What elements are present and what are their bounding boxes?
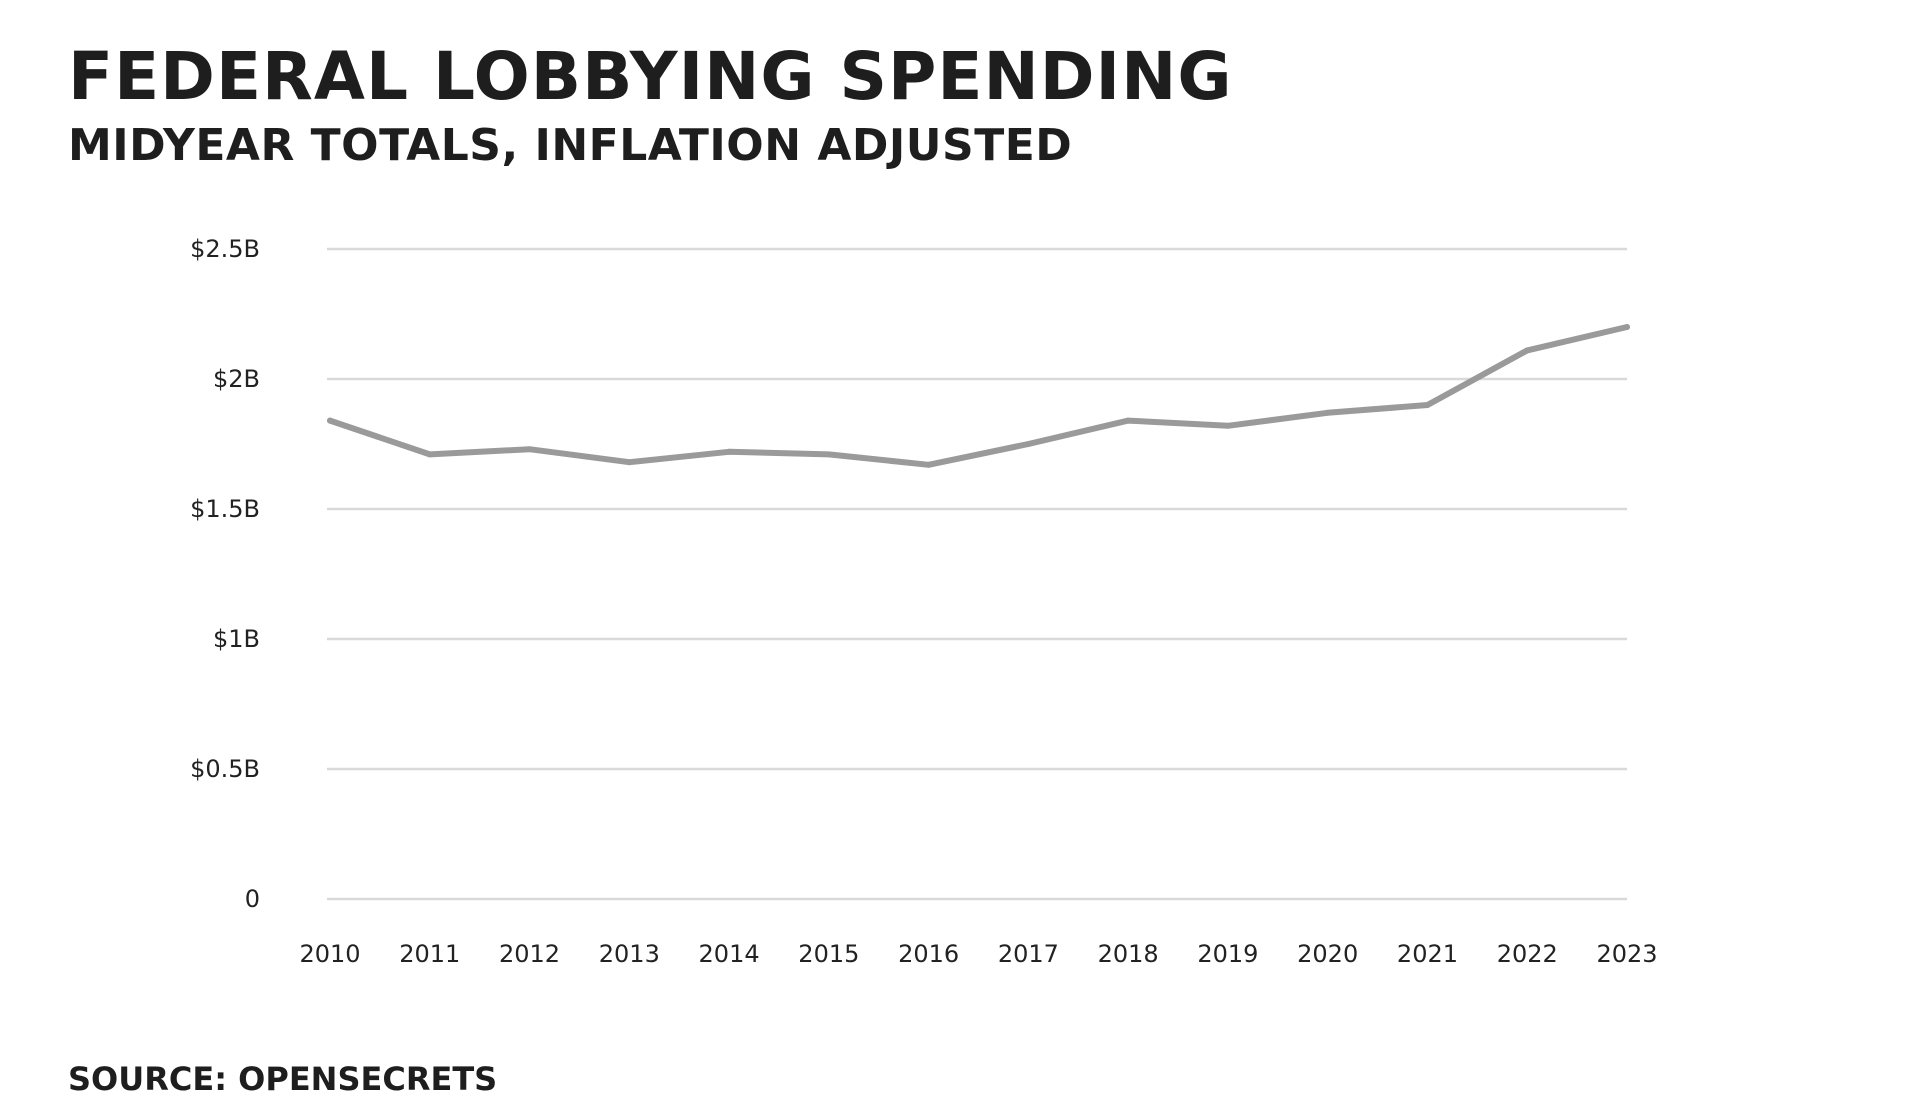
data-point: [1624, 324, 1630, 330]
x-tick-label: 2013: [599, 940, 660, 968]
x-tick-label: 2017: [998, 940, 1059, 968]
x-tick-label: 2016: [898, 940, 959, 968]
y-tick-label: $1B: [213, 625, 260, 653]
y-tick-label: $1.5B: [190, 495, 260, 523]
data-point: [726, 448, 733, 455]
gridlines: [327, 247, 1627, 901]
y-tick-label: $0.5B: [190, 755, 260, 783]
source-note: SOURCE: OPENSECRETS: [68, 1060, 498, 1098]
y-axis-tick-labels: 0 $0.5B $1B $1.5B $2B $2.5B: [190, 235, 260, 913]
data-point: [526, 446, 533, 453]
x-tick-label: 2014: [699, 940, 760, 968]
data-point: [825, 451, 832, 458]
data-point: [1125, 417, 1132, 424]
series-line: [327, 324, 1630, 468]
x-tick-label: 2019: [1197, 940, 1258, 968]
y-tick-label: $2B: [213, 365, 260, 393]
data-point: [1224, 422, 1231, 429]
chart-title: FEDERAL LOBBYING SPENDING: [68, 38, 1233, 115]
x-tick-label: 2011: [399, 940, 460, 968]
x-tick-label: 2023: [1596, 940, 1657, 968]
data-point: [925, 461, 932, 468]
data-point: [1025, 441, 1032, 447]
x-tick-label: 2010: [299, 940, 360, 968]
x-tick-label: 2015: [798, 940, 859, 968]
data-point: [1524, 347, 1531, 354]
data-point: [626, 459, 633, 466]
x-axis-tick-labels: 2010 2011 2012 2013 2014 2015 2016 2017 2018 2019…: [299, 940, 1657, 968]
x-tick-label: 2021: [1397, 940, 1458, 968]
y-tick-label: 0: [245, 885, 260, 913]
data-point: [1424, 402, 1431, 408]
data-point: [1324, 409, 1331, 416]
chart-subtitle: MIDYEAR TOTALS, INFLATION ADJUSTED: [68, 120, 1073, 171]
x-tick-label: 2020: [1297, 940, 1358, 968]
x-tick-label: 2018: [1098, 940, 1159, 968]
data-point: [426, 451, 433, 458]
x-tick-label: 2022: [1497, 940, 1558, 968]
data-point: [327, 417, 333, 424]
y-tick-label: $2.5B: [190, 235, 260, 263]
series-layer: [327, 324, 1630, 468]
x-tick-label: 2012: [499, 940, 560, 968]
